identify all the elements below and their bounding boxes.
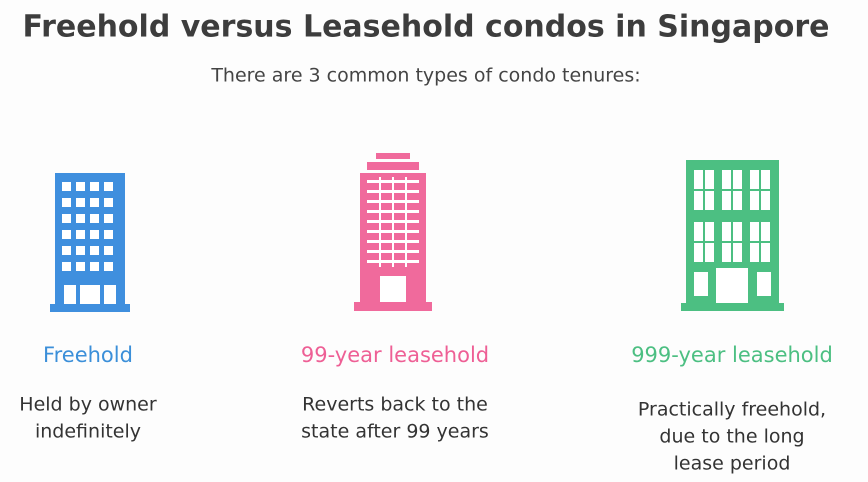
tenure-description: lease period bbox=[674, 453, 791, 475]
tenure-label: Freehold bbox=[43, 343, 133, 367]
leasehold-99-icon bbox=[354, 153, 432, 311]
freehold-icon bbox=[50, 173, 130, 312]
tenure-columns: Freehold Held by owner indefinitely 99-year… bbox=[19, 343, 833, 475]
tenure-description: due to the long bbox=[659, 426, 804, 448]
tenure-description: state after 99 years bbox=[301, 421, 489, 443]
tenure-label: 99-year leasehold bbox=[301, 343, 489, 367]
tenure-description: Held by owner bbox=[19, 394, 157, 416]
tenure-label: 999-year leasehold bbox=[631, 343, 833, 367]
subtitle: There are 3 common types of condo tenure… bbox=[210, 65, 640, 87]
tenure-description: Reverts back to the bbox=[302, 394, 488, 416]
tenure-description: Practically freehold, bbox=[638, 399, 826, 421]
title: Freehold versus Leasehold condos in Sing… bbox=[23, 10, 830, 45]
tenure-description: indefinitely bbox=[35, 421, 141, 443]
leasehold-999-icon bbox=[681, 160, 784, 311]
